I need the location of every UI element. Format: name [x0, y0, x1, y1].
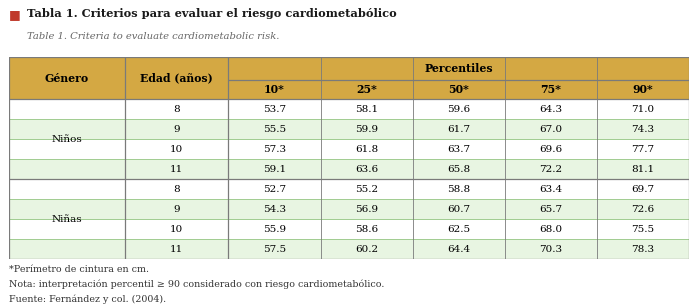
Text: 69.7: 69.7: [631, 185, 655, 194]
Bar: [9, 220, 689, 239]
Bar: [9, 57, 689, 80]
Text: 57.5: 57.5: [263, 245, 286, 254]
Text: 75.5: 75.5: [631, 225, 655, 234]
Text: 68.0: 68.0: [540, 225, 563, 234]
Text: 69.6: 69.6: [540, 145, 563, 154]
Text: 55.9: 55.9: [263, 225, 286, 234]
Text: 74.3: 74.3: [631, 125, 655, 134]
Text: ■: ■: [9, 8, 21, 21]
Text: 72.2: 72.2: [540, 165, 563, 174]
Text: 25*: 25*: [356, 84, 377, 95]
Bar: [9, 199, 689, 220]
Bar: [9, 239, 689, 259]
Text: 72.6: 72.6: [631, 205, 655, 214]
Text: 65.8: 65.8: [447, 165, 470, 174]
Text: 61.7: 61.7: [447, 125, 470, 134]
Bar: [9, 159, 689, 179]
Text: 63.4: 63.4: [540, 185, 563, 194]
Text: Tabla 1. Criterios para evaluar el riesgo cardiometabólico: Tabla 1. Criterios para evaluar el riesg…: [27, 8, 396, 19]
Text: 63.7: 63.7: [447, 145, 470, 154]
Text: Nota: interpretación percentil ≥ 90 considerado con riesgo cardiometabólico.: Nota: interpretación percentil ≥ 90 cons…: [9, 279, 385, 289]
Text: 56.9: 56.9: [355, 205, 378, 214]
Text: Niños: Niños: [52, 135, 82, 144]
Text: Género: Género: [45, 72, 89, 84]
Text: 53.7: 53.7: [263, 105, 286, 114]
Text: 58.8: 58.8: [447, 185, 470, 194]
Text: *Perímetro de cintura en cm.: *Perímetro de cintura en cm.: [9, 265, 149, 274]
Text: 60.7: 60.7: [447, 205, 470, 214]
Bar: [9, 179, 689, 199]
Text: 8: 8: [173, 105, 180, 114]
Text: 11: 11: [170, 245, 183, 254]
Text: 70.3: 70.3: [540, 245, 563, 254]
Text: 75*: 75*: [540, 84, 561, 95]
Text: 71.0: 71.0: [631, 105, 655, 114]
Text: 55.5: 55.5: [263, 125, 286, 134]
Text: 58.1: 58.1: [355, 105, 378, 114]
Text: 67.0: 67.0: [540, 125, 563, 134]
Text: 10: 10: [170, 145, 183, 154]
Text: 50*: 50*: [448, 84, 469, 95]
Text: 64.3: 64.3: [540, 105, 563, 114]
Text: 9: 9: [173, 205, 180, 214]
Text: 62.5: 62.5: [447, 225, 470, 234]
Bar: [9, 139, 689, 159]
Text: 59.1: 59.1: [263, 165, 286, 174]
Text: 10*: 10*: [264, 84, 285, 95]
Text: 61.8: 61.8: [355, 145, 378, 154]
Text: 52.7: 52.7: [263, 185, 286, 194]
Text: Fuente: Fernández y col. (2004).: Fuente: Fernández y col. (2004).: [9, 294, 166, 304]
Text: 58.6: 58.6: [355, 225, 378, 234]
Bar: [9, 80, 689, 99]
Text: 90*: 90*: [632, 84, 653, 95]
Text: 63.6: 63.6: [355, 165, 378, 174]
Bar: [9, 99, 689, 119]
Text: 57.3: 57.3: [263, 145, 286, 154]
Text: 9: 9: [173, 125, 180, 134]
Text: 8: 8: [173, 185, 180, 194]
Text: 64.4: 64.4: [447, 245, 470, 254]
Text: 11: 11: [170, 165, 183, 174]
Text: 81.1: 81.1: [631, 165, 655, 174]
Bar: [9, 119, 689, 139]
Text: 78.3: 78.3: [631, 245, 655, 254]
Text: Table 1. Criteria to evaluate cardiometabolic risk.: Table 1. Criteria to evaluate cardiometa…: [27, 32, 279, 41]
Text: Edad (años): Edad (años): [140, 72, 213, 84]
Text: 60.2: 60.2: [355, 245, 378, 254]
Text: 65.7: 65.7: [540, 205, 563, 214]
Text: 59.9: 59.9: [355, 125, 378, 134]
Text: Percentiles: Percentiles: [424, 63, 493, 74]
Text: 54.3: 54.3: [263, 205, 286, 214]
Text: 59.6: 59.6: [447, 105, 470, 114]
Text: 55.2: 55.2: [355, 185, 378, 194]
Text: Niñas: Niñas: [52, 215, 82, 224]
Text: 10: 10: [170, 225, 183, 234]
Text: 77.7: 77.7: [631, 145, 655, 154]
